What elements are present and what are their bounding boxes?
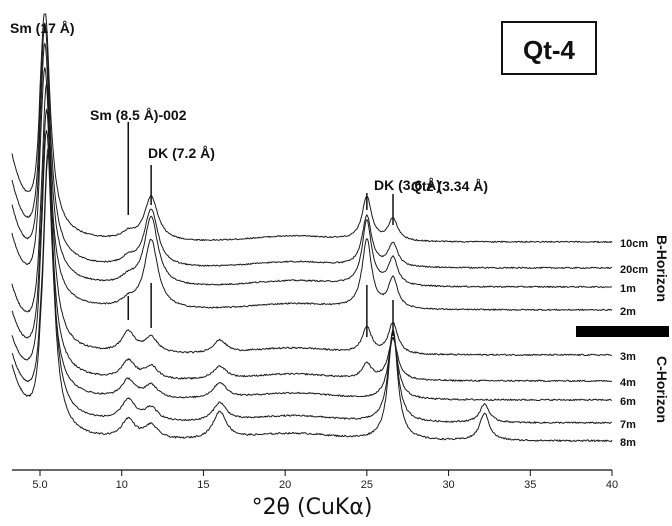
depth-label-8m: 8m (620, 437, 636, 449)
peak-labels: Sm (17 Å) Sm (8.5 Å)-002 DK (7.2 Å) DK (3.6… (10, 20, 488, 194)
title-box: Qt-4 (501, 21, 597, 75)
trace-1m (11, 42, 613, 289)
trace-2m (11, 67, 613, 311)
x-tick-label: 25 (361, 479, 373, 491)
depth-label-2m: 2m (620, 306, 636, 318)
trace-4m (11, 108, 612, 383)
trace-3m (11, 83, 613, 357)
depth-label-20cm: 20cm (620, 264, 648, 276)
trace-8m (11, 153, 613, 443)
depth-label-3m: 3m (620, 351, 636, 363)
trace-6m (11, 130, 612, 402)
x-tick-label: 10 (116, 479, 128, 491)
x-tick-label: 30 (442, 479, 454, 491)
trace-7m (11, 147, 612, 424)
peak-marker-lines (127, 122, 394, 337)
depth-labels: 10cm 20cm 1m 2m 3m 4m 6m 7m 8m (620, 238, 648, 449)
depth-label-7m: 7m (620, 419, 636, 431)
peak-label: DK (7.2 Å) (148, 145, 215, 161)
depth-label-1m: 1m (620, 283, 636, 295)
x-tick-label: 35 (524, 479, 536, 491)
chart-title: Qt-4 (523, 35, 576, 65)
x-tick-label: 5.0 (32, 479, 47, 491)
depth-label-10cm: 10cm (620, 238, 648, 250)
trace-20cm (11, 22, 613, 269)
x-tick-label: 15 (197, 479, 209, 491)
diffraction-traces (11, 13, 613, 443)
peak-label: Qtz (3.34 Å) (411, 178, 488, 194)
peak-label: Sm (17 Å) (10, 20, 75, 36)
horizon-divider-bar (576, 326, 669, 337)
x-tick-label: 40 (606, 479, 618, 491)
depth-label-4m: 4m (620, 377, 636, 389)
x-tick-label: 20 (279, 479, 291, 491)
peak-label: Sm (8.5 Å)-002 (90, 107, 187, 123)
horizon-label-c: C-Horizon (654, 356, 670, 423)
horizon-label-b: B-Horizon (654, 235, 670, 302)
trace-10cm (11, 13, 613, 244)
peak-label: DK (3.6 Å) (374, 177, 441, 193)
x-axis-ticks: 5.0 10 15 20 25 30 35 40 (32, 470, 618, 491)
x-axis-label: °2θ (CuKα) (252, 495, 373, 520)
depth-label-6m: 6m (620, 396, 636, 408)
